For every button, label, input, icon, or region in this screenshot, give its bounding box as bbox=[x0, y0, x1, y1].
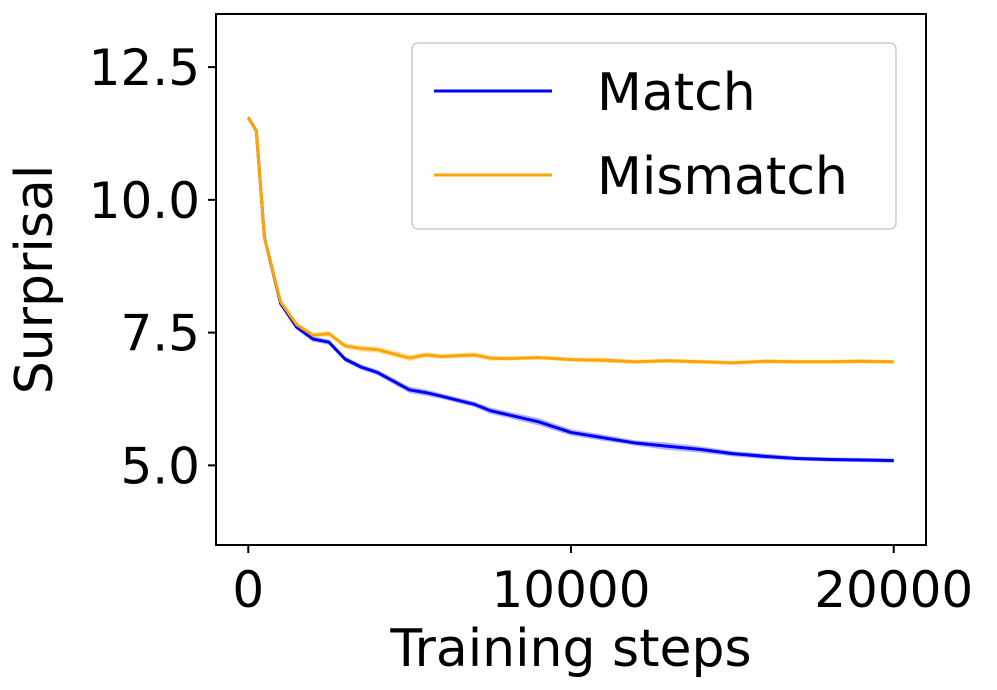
y-tick-label: 12.5 bbox=[89, 39, 200, 97]
x-tick-label: 0 bbox=[232, 561, 264, 619]
legend: Match Mismatch bbox=[411, 42, 897, 230]
y-tick-label: 7.5 bbox=[120, 305, 200, 363]
legend-label-match: Match bbox=[597, 63, 756, 123]
x-axis: 0 10000 20000 bbox=[232, 545, 973, 619]
y-axis-label: Surprisal bbox=[5, 165, 65, 395]
x-tick-label: 20000 bbox=[814, 561, 973, 619]
legend-items: Match Mismatch bbox=[434, 63, 848, 207]
x-tick-label: 10000 bbox=[491, 561, 650, 619]
y-tick-label: 10.0 bbox=[89, 172, 200, 230]
match-line bbox=[246, 116, 894, 463]
mismatch-line bbox=[246, 116, 894, 365]
series-lines bbox=[246, 116, 894, 463]
y-axis: 5.0 7.5 10.0 12.5 bbox=[89, 39, 216, 495]
x-axis-label: Training steps bbox=[389, 619, 751, 679]
legend-label-mismatch: Mismatch bbox=[597, 147, 848, 207]
y-tick-label: 5.0 bbox=[120, 437, 200, 495]
